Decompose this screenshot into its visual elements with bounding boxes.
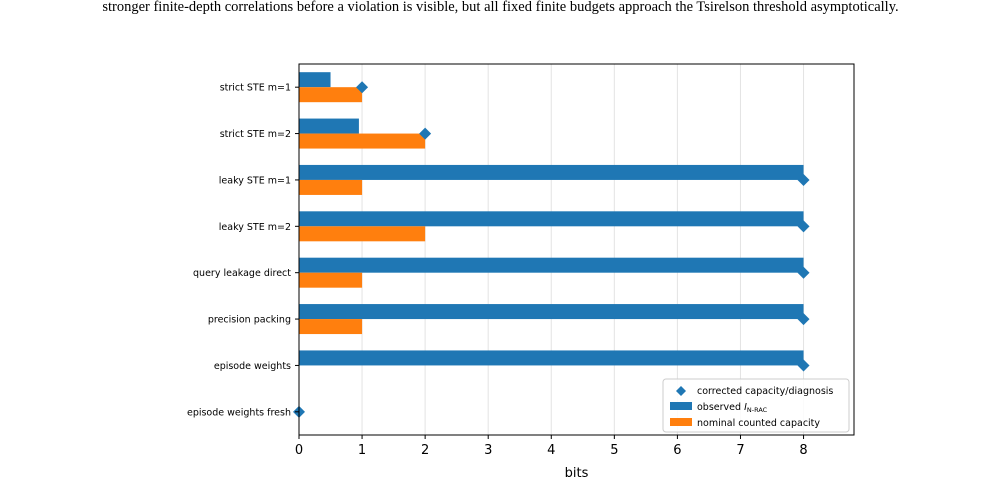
marker-corrected-capacity xyxy=(797,313,810,326)
bar-nominal xyxy=(299,272,363,288)
x-tick-label: 5 xyxy=(610,443,618,458)
bar-nominal xyxy=(299,226,426,242)
y-tick-label: leaky STE m=1 xyxy=(219,175,291,186)
x-tick-label: 6 xyxy=(673,443,681,458)
y-tick-label: leaky STE m=2 xyxy=(219,222,291,233)
plot-frame xyxy=(298,63,855,436)
y-tick-label: precision packing xyxy=(208,315,291,326)
marker-corrected-capacity xyxy=(797,266,810,279)
marker-corrected-capacity xyxy=(797,359,810,372)
bar-nominal xyxy=(299,179,363,195)
x-tick-label: 3 xyxy=(484,443,492,458)
legend-swatch-observed xyxy=(670,402,692,410)
legend-box xyxy=(662,378,850,433)
x-tick-label: 4 xyxy=(547,443,555,458)
legend-observed-subscript: N-RAC xyxy=(747,406,768,414)
bar-observed xyxy=(299,304,804,320)
legend-label-nominal: nominal counted capacity xyxy=(697,418,820,429)
marker-corrected-capacity xyxy=(797,173,810,186)
marker-corrected-capacity xyxy=(419,127,432,140)
x-tick-label: 2 xyxy=(421,443,429,458)
marker-corrected-capacity xyxy=(797,220,810,233)
legend-label-observed: observed IN-RAC xyxy=(697,402,768,414)
y-tick-layer: strict STE m=1 strict STE m=2 leaky STE m=… xyxy=(187,83,299,418)
bar-observed xyxy=(299,350,804,366)
caption: stronger finite-depth correlations befor… xyxy=(102,0,899,15)
y-tick-label: episode weights fresh xyxy=(187,407,291,418)
x-tick-layer: 0 1 2 3 4 5 6 7 8 xyxy=(295,435,808,458)
legend-marker-diamond xyxy=(676,386,686,396)
bar-nominal xyxy=(299,319,363,335)
grid-layer xyxy=(361,64,805,435)
x-tick-label: 0 xyxy=(295,443,303,458)
legend: corrected capacity/diagnosis observed IN… xyxy=(662,378,850,433)
x-tick-label: 1 xyxy=(358,443,366,458)
bar-observed xyxy=(299,72,331,88)
bar-observed xyxy=(299,211,804,227)
bar-layer xyxy=(299,72,804,366)
bar-observed xyxy=(299,257,804,273)
legend-label-markers: corrected capacity/diagnosis xyxy=(697,386,833,397)
y-tick-label: strict STE m=1 xyxy=(220,83,291,94)
y-tick-label: query leakage direct xyxy=(193,268,291,279)
legend-observed-italic: I xyxy=(744,402,747,413)
bar-nominal xyxy=(299,133,426,149)
bar-nominal xyxy=(299,87,363,103)
y-tick-label: strict STE m=2 xyxy=(220,129,291,140)
x-tick-label: 7 xyxy=(736,443,744,458)
x-axis-label: bits xyxy=(565,466,589,481)
x-tick-label: 8 xyxy=(799,443,807,458)
bar-observed xyxy=(299,118,359,134)
bar-observed xyxy=(299,164,804,180)
marker-corrected-capacity xyxy=(356,81,369,94)
y-tick-label: episode weights xyxy=(214,361,291,372)
marker-layer xyxy=(293,81,810,418)
legend-swatch-nominal xyxy=(670,418,692,426)
legend-observed-name: observed xyxy=(697,402,741,413)
